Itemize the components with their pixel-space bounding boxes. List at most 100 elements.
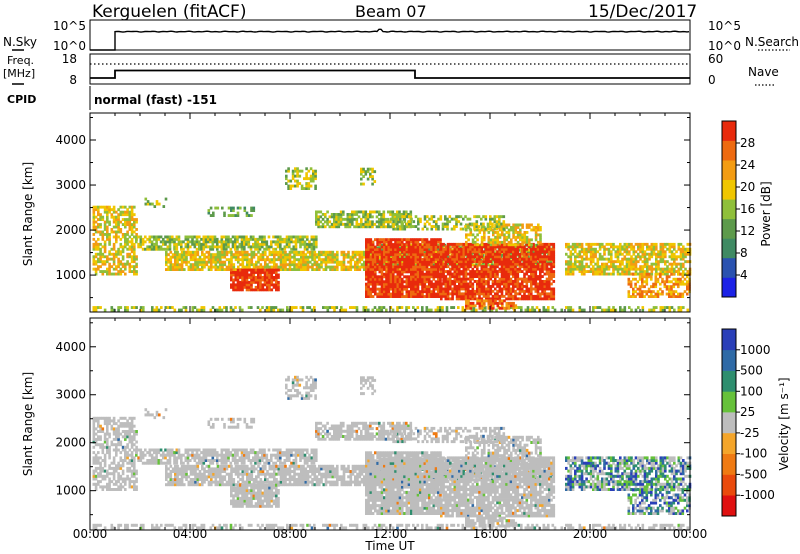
power-cell bbox=[652, 306, 656, 309]
power-cell bbox=[320, 263, 323, 267]
power-cell bbox=[115, 237, 118, 241]
power-cell bbox=[270, 280, 274, 284]
power-cell bbox=[405, 265, 409, 269]
power-cell bbox=[237, 250, 240, 254]
power-cell bbox=[223, 306, 226, 309]
power-cell bbox=[160, 306, 163, 309]
power-cell bbox=[130, 228, 134, 231]
power-cell bbox=[512, 228, 515, 232]
power-cell bbox=[569, 252, 573, 256]
power-cell bbox=[286, 253, 290, 257]
power-cell bbox=[223, 255, 227, 259]
power-cell bbox=[534, 228, 538, 232]
power-cell bbox=[236, 245, 239, 249]
power-cell bbox=[485, 265, 488, 269]
power-cell bbox=[198, 255, 202, 259]
power-cell bbox=[225, 245, 228, 249]
power-cell bbox=[288, 237, 291, 241]
power-cell bbox=[335, 215, 338, 219]
power-cell bbox=[496, 280, 499, 283]
power-cell bbox=[428, 262, 431, 266]
power-cell bbox=[202, 235, 206, 239]
power-cell bbox=[460, 255, 463, 259]
power-cell bbox=[165, 268, 168, 271]
power-cell bbox=[410, 287, 413, 291]
power-cell bbox=[301, 240, 305, 244]
power-cell bbox=[423, 285, 427, 289]
power-cell bbox=[288, 250, 292, 254]
power-cell bbox=[151, 308, 154, 312]
power-cell bbox=[491, 297, 495, 301]
power-cell bbox=[455, 265, 459, 269]
power-cell bbox=[367, 287, 370, 291]
power-cell bbox=[574, 250, 577, 254]
power-cell bbox=[416, 295, 420, 298]
power-cell bbox=[407, 275, 411, 279]
power-cell bbox=[198, 260, 202, 264]
power-cell bbox=[425, 290, 429, 294]
power-cell bbox=[489, 301, 493, 305]
power-cell bbox=[403, 267, 406, 271]
power-cell bbox=[281, 247, 284, 251]
power-cell bbox=[539, 257, 542, 261]
power-cell bbox=[453, 267, 457, 271]
power-cell bbox=[221, 263, 224, 267]
power-cell bbox=[222, 240, 226, 244]
power-cell bbox=[101, 215, 105, 219]
power-cell bbox=[230, 285, 233, 289]
power-cell bbox=[473, 258, 476, 262]
power-cell bbox=[353, 217, 356, 221]
power-cell bbox=[306, 255, 310, 259]
power-cell bbox=[376, 292, 379, 296]
power-cell bbox=[333, 265, 337, 269]
power-cell bbox=[476, 238, 479, 242]
power-cell bbox=[539, 297, 542, 301]
power-cell bbox=[252, 245, 255, 249]
power-cell bbox=[394, 267, 397, 271]
power-cell bbox=[385, 255, 388, 259]
power-cell bbox=[148, 235, 152, 239]
power-cell bbox=[128, 240, 132, 244]
power-cell bbox=[401, 215, 404, 219]
power-cell bbox=[115, 233, 118, 236]
power-cell bbox=[421, 280, 424, 284]
power-cell bbox=[532, 257, 535, 261]
power-cell bbox=[478, 270, 481, 273]
power-cell bbox=[576, 260, 579, 264]
power-cell bbox=[414, 275, 418, 279]
power-cell bbox=[494, 240, 497, 244]
power-cell bbox=[530, 252, 533, 256]
power-cell bbox=[153, 235, 156, 239]
power-cell bbox=[417, 217, 420, 221]
power-cell bbox=[425, 292, 429, 296]
power-cell bbox=[476, 301, 479, 305]
power-cell bbox=[569, 270, 573, 273]
power-cell bbox=[241, 283, 244, 287]
power-cell bbox=[458, 260, 461, 264]
power-cell bbox=[174, 268, 177, 271]
power-cell bbox=[367, 295, 370, 298]
power-cell bbox=[552, 245, 556, 249]
power-cell bbox=[514, 304, 518, 308]
power-cell bbox=[498, 255, 502, 259]
power-cell bbox=[312, 237, 316, 241]
power-cell bbox=[430, 292, 433, 296]
power-cell bbox=[196, 265, 200, 269]
power-cell bbox=[243, 283, 247, 287]
power-cell bbox=[518, 297, 522, 301]
power-cell bbox=[130, 230, 134, 234]
power-cell bbox=[383, 280, 386, 284]
power-cell bbox=[474, 235, 477, 239]
power-cell bbox=[115, 267, 118, 271]
power-cell bbox=[545, 265, 549, 269]
power-cell bbox=[423, 267, 427, 271]
power-cell bbox=[119, 205, 123, 209]
power-cell bbox=[202, 242, 206, 246]
power-cell bbox=[446, 285, 450, 288]
power-cell bbox=[414, 280, 418, 284]
power-cell bbox=[192, 255, 195, 259]
power-cell bbox=[369, 248, 373, 251]
power-cell bbox=[232, 263, 236, 267]
power-cell bbox=[416, 280, 420, 284]
power-cell bbox=[523, 233, 527, 237]
